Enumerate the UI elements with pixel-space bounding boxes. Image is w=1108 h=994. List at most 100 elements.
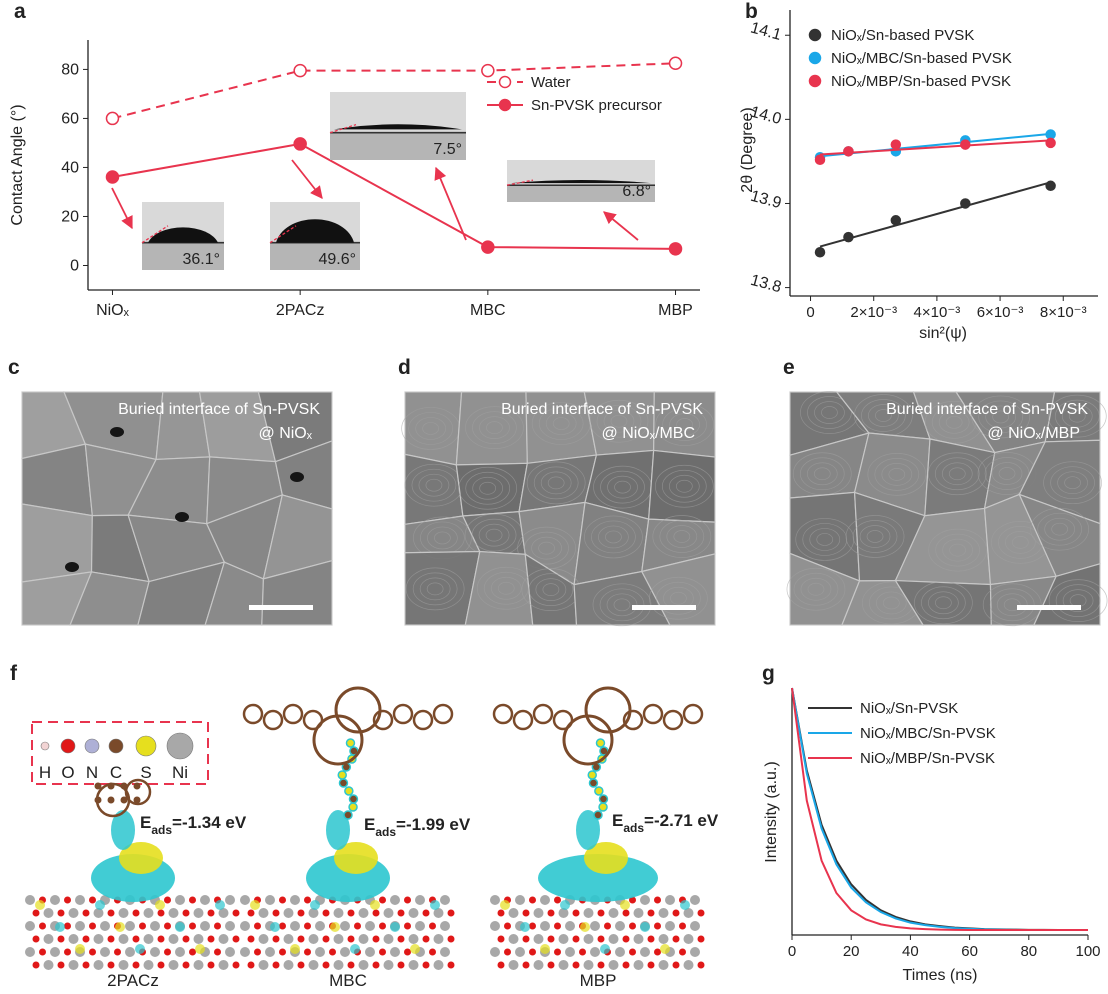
series-line [112, 62, 676, 120]
inset-substrate [330, 131, 466, 160]
slab-atom [254, 948, 261, 956]
slab-atom [333, 960, 344, 970]
slab-atom [640, 895, 650, 905]
droplet [511, 179, 651, 184]
slab-atom [225, 921, 235, 931]
slab-atom [193, 934, 204, 944]
slab-atom [504, 948, 511, 956]
molecule-ring [242, 703, 264, 725]
molecule-atom [338, 778, 349, 788]
grain-texture [814, 401, 845, 424]
void [65, 562, 79, 572]
grain-texture [927, 452, 987, 496]
grain-texture [673, 530, 691, 543]
molecule-atom [598, 794, 609, 804]
molecule-atom [343, 810, 353, 820]
grain-texture [533, 466, 579, 500]
slab-atom [43, 960, 54, 970]
slab-atom [690, 921, 700, 931]
grain-texture [1037, 512, 1083, 546]
data-point [105, 111, 120, 126]
slab-atom [118, 934, 129, 944]
slab-atom [690, 895, 700, 905]
slab-atom [272, 935, 280, 943]
series-line [791, 687, 1088, 932]
slab-atom [75, 921, 85, 931]
slab-atom [422, 909, 430, 917]
panel-label: b [745, 0, 758, 23]
molecule-atom [133, 796, 141, 804]
grain-texture [614, 480, 631, 494]
slab-atom [258, 908, 269, 918]
slab-atom [383, 934, 394, 944]
slab-atom [497, 935, 505, 943]
slab-atom [372, 935, 380, 943]
energy-value: =-1.34 eV [172, 813, 247, 832]
y-tick-label: 60 [61, 110, 79, 127]
charge-density [410, 944, 420, 954]
molecule-ring [432, 703, 454, 725]
slab-atom [572, 961, 580, 969]
slab-atom [143, 908, 154, 918]
slab-atom [272, 909, 280, 917]
slab-atom [540, 921, 550, 931]
charge-density [250, 900, 260, 910]
slab-atom [347, 961, 355, 969]
grain-texture [989, 588, 1035, 622]
slab-atom [329, 948, 336, 956]
grain [924, 438, 996, 517]
data-point [293, 63, 307, 78]
slab-atom [415, 921, 425, 931]
slab-atom [68, 908, 79, 918]
slab-atom [64, 948, 71, 956]
slab-atom [100, 921, 110, 931]
slab-atom [408, 908, 419, 918]
slab-atom [408, 934, 419, 944]
slab-atom [447, 961, 455, 969]
slab-atom [558, 960, 569, 970]
atom-symbol: Ni [172, 763, 188, 782]
slab-atom [433, 934, 444, 944]
charge-density [600, 944, 610, 954]
slab-atom [75, 895, 85, 905]
slab-atom [497, 961, 505, 969]
grain-texture [998, 467, 1016, 480]
sem-image: Buried interface of Sn-PVSK @ NiOₓ/MBP [786, 391, 1108, 627]
molecule-ring [642, 703, 664, 725]
slab-atom [297, 909, 305, 917]
grain-texture [497, 581, 515, 595]
data-point [293, 137, 307, 151]
molecule-atom [348, 794, 359, 804]
charge-density [576, 810, 600, 850]
grain-texture [1050, 466, 1095, 500]
grain-texture [542, 583, 560, 596]
slab-atom [379, 896, 386, 904]
energy-subscript: ads [375, 825, 396, 839]
molecule-atom [337, 770, 347, 780]
droplet [334, 124, 462, 130]
model-name: MBC [329, 971, 367, 990]
grain-texture [800, 577, 832, 601]
slab-atom [304, 948, 311, 956]
panel-label: g [762, 662, 775, 685]
slab-atom [408, 960, 419, 970]
molecule-ring [532, 703, 554, 725]
energy-value: =-2.71 eV [644, 811, 719, 830]
grain-texture [486, 421, 503, 435]
slab-atom [390, 947, 400, 957]
slab-atom [397, 961, 405, 969]
legend-marker [808, 28, 822, 42]
atom-legend: H O N C S Ni [31, 721, 209, 785]
data-point [960, 139, 971, 150]
adsorption-model: MBP Eads=-2.71 eV [490, 686, 719, 990]
grain-texture [591, 520, 636, 554]
slab-atom [554, 896, 561, 904]
y-axis-label: Contact Angle (°) [9, 104, 26, 225]
molecule-ring [512, 709, 534, 731]
slab-atom [522, 909, 530, 917]
slab-atom [429, 948, 436, 956]
data-point [105, 170, 120, 184]
atom-symbol: N [86, 763, 98, 782]
grain-texture [1068, 409, 1086, 423]
